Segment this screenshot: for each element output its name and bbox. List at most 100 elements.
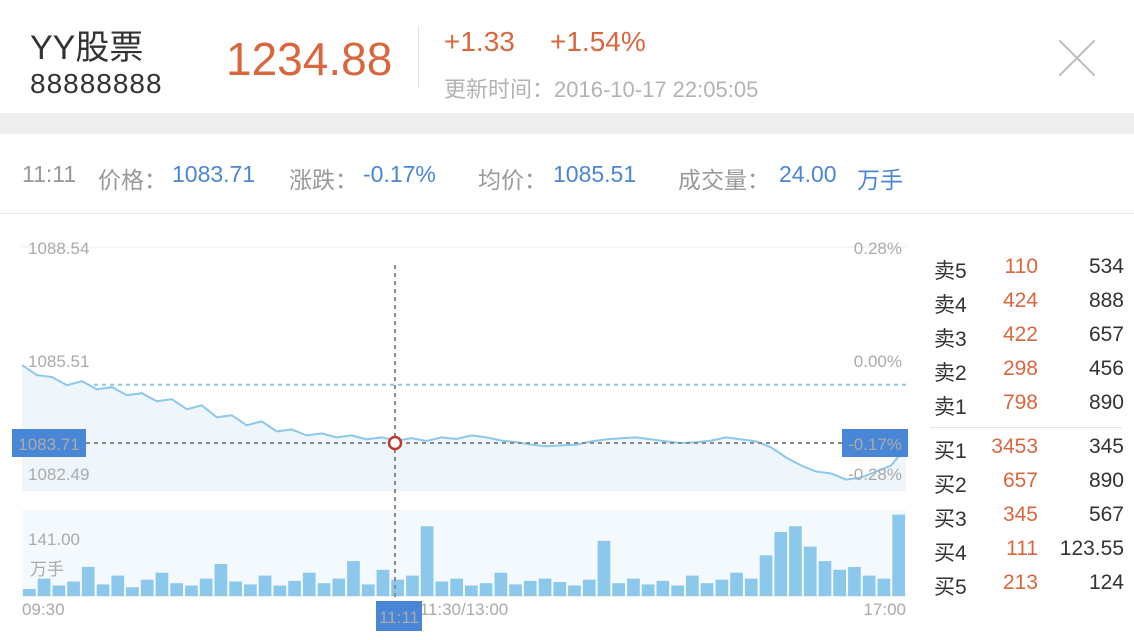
info-volume-label: 成交量： xyxy=(678,167,770,193)
intraday-chart[interactable]: 1088.54 1085.51 1082.49 0.28% 0.00% -0.28% 141… xyxy=(0,215,1134,640)
order-book-price: 111 xyxy=(1006,537,1038,560)
volume-bar xyxy=(656,580,670,596)
volume-bar xyxy=(803,546,817,596)
close-icon[interactable] xyxy=(1055,36,1099,80)
order-book-level: 卖3 xyxy=(934,328,967,351)
volume-bar xyxy=(715,579,729,596)
y-left-tick-mid: 1085.51 xyxy=(28,352,89,371)
quote-header: YY股票 88888888 1234.88 +1.33 +1.54% 更新时间：… xyxy=(0,0,1134,113)
y-right-tick-top: 0.28% xyxy=(854,239,902,258)
order-book-level: 买1 xyxy=(934,440,967,463)
volume-bar xyxy=(568,585,581,596)
order-book-price: 3453 xyxy=(991,435,1038,458)
volume-bar xyxy=(81,566,95,596)
info-change-label: 涨跌： xyxy=(289,167,358,193)
order-book-price: 345 xyxy=(1002,503,1038,526)
info-change-value: -0.17% xyxy=(363,161,436,187)
info-avg-value: 1085.51 xyxy=(553,161,637,187)
price-change: +1.33 xyxy=(444,26,515,57)
volume-bar xyxy=(494,572,508,596)
volume-bar xyxy=(833,569,846,596)
volume-bar xyxy=(700,583,714,596)
volume-bar xyxy=(52,585,66,596)
order-book-row: 买3 345 567 xyxy=(930,503,1130,533)
crosshair-price-label: 1083.71 xyxy=(18,435,79,454)
order-book-divider xyxy=(930,427,1122,428)
order-book-level: 卖5 xyxy=(934,260,967,283)
volume-bar xyxy=(789,526,802,596)
stock-code: 88888888 xyxy=(30,68,163,99)
volume-bar xyxy=(155,572,169,596)
volume-bar xyxy=(391,579,404,596)
order-book-price: 213 xyxy=(1002,571,1038,594)
order-book-row: 卖5 110 534 xyxy=(930,255,1130,285)
volume-bar xyxy=(258,575,272,596)
crosshair-pct-box xyxy=(842,429,908,457)
volume-bar xyxy=(818,561,832,596)
order-book-price: 798 xyxy=(1002,391,1038,414)
order-book-row: 卖4 424 888 xyxy=(930,289,1130,319)
volume-bar xyxy=(347,561,360,596)
volume-bar xyxy=(199,578,213,596)
order-book-row: 买1 3453 345 xyxy=(930,435,1130,465)
order-book-level: 买3 xyxy=(934,508,967,531)
y-right-tick-mid: 0.00% xyxy=(854,352,902,371)
volume-bar xyxy=(420,526,434,596)
order-book-row: 卖2 298 456 xyxy=(930,357,1130,387)
crosshair-point xyxy=(387,435,403,451)
update-time-label: 更新时间： xyxy=(444,77,555,102)
volume-bar xyxy=(67,581,80,596)
volume-bar xyxy=(23,589,36,596)
section-gap xyxy=(0,113,1134,134)
volume-bar xyxy=(509,584,522,596)
volume-bar xyxy=(317,583,331,596)
order-book-row: 卖3 422 657 xyxy=(930,323,1130,353)
volume-bar xyxy=(627,578,640,596)
x-start-label: 09:30 xyxy=(22,600,65,619)
volume-bar xyxy=(361,584,375,596)
chart-svg[interactable]: 1088.54 1085.51 1082.49 0.28% 0.00% -0.28% 141… xyxy=(0,215,1134,640)
order-book-row: 买4 111 123.55 xyxy=(930,537,1130,567)
order-book-price: 110 xyxy=(1004,255,1038,278)
y-right-tick-bottom: -0.28% xyxy=(848,465,902,484)
order-book-volume: 567 xyxy=(1088,503,1124,526)
volume-bar xyxy=(126,587,139,596)
volume-bar xyxy=(140,579,154,596)
volume-bar xyxy=(185,585,198,596)
crosshair-info-bar: 11:11 价格： 1083.71 涨跌： -0.17% 均价： 1085.51… xyxy=(0,134,1134,214)
order-book-level: 卖1 xyxy=(934,396,967,419)
order-book-volume: 123.55 xyxy=(1059,537,1124,560)
volume-bar xyxy=(774,532,788,596)
volume-unit-label: 万手 xyxy=(30,560,64,579)
order-book-price: 422 xyxy=(1002,323,1038,346)
volume-bar xyxy=(435,581,449,596)
volume-bar xyxy=(111,575,125,596)
order-book-price: 657 xyxy=(1002,469,1038,492)
crosshair-pct-label: -0.17% xyxy=(848,435,902,454)
volume-bar xyxy=(671,585,684,596)
volume-bar xyxy=(892,514,905,596)
volume-bar xyxy=(37,578,51,596)
order-book-level: 卖2 xyxy=(934,362,967,385)
volume-bar xyxy=(597,540,611,596)
y-left-tick-bottom: 1082.49 xyxy=(28,465,89,484)
volume-bar xyxy=(96,584,110,596)
volume-bar xyxy=(244,584,257,596)
y-left-tick-top: 1088.54 xyxy=(28,239,89,258)
order-book-volume: 124 xyxy=(1088,571,1124,594)
order-book-row: 卖1 798 890 xyxy=(930,391,1130,421)
order-book-level: 卖4 xyxy=(934,294,967,317)
order-book-level: 买5 xyxy=(934,576,967,599)
price-area-fill xyxy=(22,365,906,490)
volume-bar xyxy=(759,555,773,596)
volume-bar xyxy=(744,578,758,596)
order-book-price: 298 xyxy=(1002,357,1038,380)
order-book-volume: 888 xyxy=(1088,289,1124,312)
crosshair-time-box xyxy=(376,601,422,631)
volume-bar xyxy=(170,583,183,596)
order-book-volume: 345 xyxy=(1088,435,1124,458)
order-book-row: 买2 657 890 xyxy=(930,469,1130,499)
volume-bar xyxy=(332,578,346,596)
crosshair-time-label: 11:11 xyxy=(379,608,419,627)
order-book-price: 424 xyxy=(1002,289,1038,312)
